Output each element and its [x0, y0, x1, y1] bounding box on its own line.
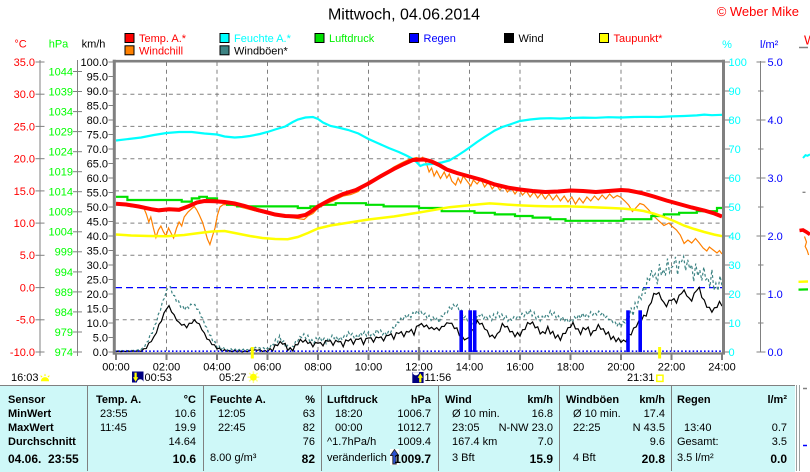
svg-text:%: %	[722, 39, 732, 51]
svg-text:06:00: 06:00	[254, 362, 282, 374]
svg-text:0.0: 0.0	[93, 347, 108, 359]
svg-text:1029: 1029	[49, 127, 73, 139]
svg-text:1.0: 1.0	[768, 289, 783, 301]
svg-text:20.0: 20.0	[87, 289, 108, 301]
svg-text:Regen: Regen	[424, 33, 456, 45]
svg-text:15.0: 15.0	[14, 186, 35, 198]
svg-text:Windchill: Windchill	[139, 45, 183, 57]
svg-text:-10.0: -10.0	[10, 347, 35, 359]
svg-text:55.0: 55.0	[87, 187, 108, 199]
svg-text:4.0: 4.0	[768, 115, 783, 127]
svg-text:1034: 1034	[49, 106, 73, 118]
svg-text:95.0: 95.0	[87, 71, 108, 83]
svg-text:16:00: 16:00	[506, 362, 534, 374]
svg-text:90.0: 90.0	[87, 86, 108, 98]
svg-text:11:56: 11:56	[425, 372, 452, 384]
svg-text:10.0: 10.0	[14, 218, 35, 230]
svg-text:70.0: 70.0	[87, 144, 108, 156]
svg-text:1009: 1009	[49, 207, 73, 219]
svg-text:hPa: hPa	[49, 39, 69, 51]
svg-text:Mittwoch, 04.06.2014: Mittwoch, 04.06.2014	[328, 7, 480, 24]
svg-text:1039: 1039	[49, 86, 73, 98]
svg-text:5.0: 5.0	[20, 250, 35, 262]
svg-text:984: 984	[55, 307, 73, 319]
svg-text:20.0: 20.0	[14, 154, 35, 166]
svg-text:1019: 1019	[49, 167, 73, 179]
svg-text:60: 60	[729, 173, 741, 185]
svg-text:35.0: 35.0	[14, 57, 35, 69]
svg-text:Temp. A.*: Temp. A.*	[139, 33, 187, 45]
svg-text:75.0: 75.0	[87, 129, 108, 141]
svg-text:5.0: 5.0	[93, 332, 108, 344]
svg-text:979: 979	[55, 327, 73, 339]
svg-text:25.0: 25.0	[87, 274, 108, 286]
svg-text:00:00: 00:00	[102, 362, 130, 374]
svg-text:35.0: 35.0	[87, 245, 108, 257]
svg-text:90: 90	[729, 86, 741, 98]
svg-text:40.0: 40.0	[87, 231, 108, 243]
svg-text:14:00: 14:00	[456, 362, 484, 374]
svg-text:1024: 1024	[49, 147, 73, 159]
svg-text:30.0: 30.0	[87, 260, 108, 272]
svg-text:08:00: 08:00	[304, 362, 332, 374]
svg-text:00:53: 00:53	[145, 372, 173, 384]
svg-text:80.0: 80.0	[87, 115, 108, 127]
svg-text:70: 70	[729, 144, 741, 156]
svg-text:Luftdruck: Luftdruck	[329, 33, 375, 45]
svg-text:974: 974	[55, 347, 73, 359]
svg-text:W: W	[804, 33, 810, 48]
svg-text:3.0: 3.0	[768, 173, 783, 185]
svg-text:18:00: 18:00	[557, 362, 585, 374]
svg-text:16:03: 16:03	[11, 372, 39, 384]
svg-text:Windböen*: Windböen*	[234, 45, 289, 57]
svg-text:2.0: 2.0	[768, 231, 783, 243]
svg-text:30.0: 30.0	[14, 89, 35, 101]
svg-text:40: 40	[729, 231, 741, 243]
svg-text:°C: °C	[14, 39, 26, 51]
svg-text:100: 100	[729, 57, 747, 69]
svg-text:km/h: km/h	[82, 39, 106, 51]
svg-text:-5.0: -5.0	[16, 315, 35, 327]
svg-text:l/m²: l/m²	[760, 39, 779, 51]
svg-text:10.0: 10.0	[87, 318, 108, 330]
svg-text:10: 10	[729, 318, 741, 330]
svg-text:989: 989	[55, 287, 73, 299]
svg-text:100.0: 100.0	[80, 57, 108, 69]
svg-text:Wind: Wind	[519, 33, 544, 45]
svg-text:65.0: 65.0	[87, 158, 108, 170]
svg-text:85.0: 85.0	[87, 100, 108, 112]
svg-text:0: 0	[729, 347, 735, 359]
svg-text:05:27: 05:27	[219, 372, 247, 384]
svg-text:0.0: 0.0	[768, 347, 783, 359]
svg-text:0.0: 0.0	[20, 282, 35, 294]
svg-text:999: 999	[55, 247, 73, 259]
svg-text:22:00: 22:00	[658, 362, 686, 374]
svg-text:45.0: 45.0	[87, 216, 108, 228]
svg-text:50.0: 50.0	[87, 202, 108, 214]
svg-text:1014: 1014	[49, 187, 73, 199]
svg-text:25.0: 25.0	[14, 121, 35, 133]
svg-text:30: 30	[729, 260, 741, 272]
svg-text:1004: 1004	[49, 227, 73, 239]
svg-text:21:31: 21:31	[627, 372, 655, 384]
svg-text:© Weber Mike: © Weber Mike	[717, 4, 799, 19]
svg-text:Taupunkt*: Taupunkt*	[614, 33, 664, 45]
svg-text:Feuchte A.*: Feuchte A.*	[234, 33, 292, 45]
svg-text:5.0: 5.0	[768, 57, 783, 69]
svg-text:994: 994	[55, 267, 73, 279]
svg-text:80: 80	[729, 115, 741, 127]
svg-text:10:00: 10:00	[355, 362, 383, 374]
svg-text:15.0: 15.0	[87, 303, 108, 315]
svg-text:24:00: 24:00	[708, 362, 736, 374]
svg-text:1044: 1044	[49, 66, 73, 78]
svg-text:20: 20	[729, 289, 741, 301]
svg-text:50: 50	[729, 202, 741, 214]
svg-text:60.0: 60.0	[87, 173, 108, 185]
